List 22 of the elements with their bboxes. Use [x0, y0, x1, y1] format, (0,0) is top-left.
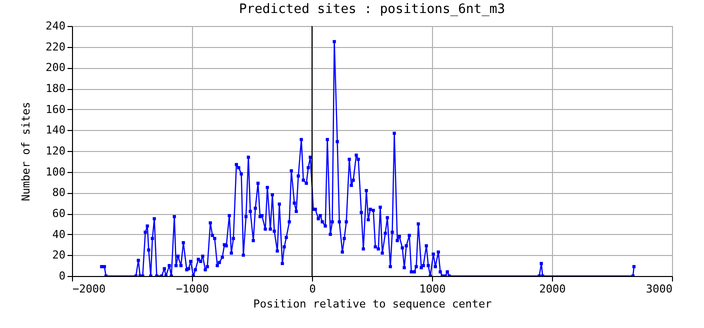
x-tick-label: 0	[309, 282, 316, 296]
x-tick-label: 1000	[419, 282, 446, 296]
y-tick-label: 40	[52, 228, 66, 241]
y-tick-label: 140	[46, 124, 66, 137]
y-tick-label: 60	[52, 207, 66, 220]
y-tick-label: 20	[52, 248, 66, 262]
x-tick-label: 2000	[539, 282, 566, 296]
y-tick-label: 160	[46, 102, 66, 116]
x-tick-label: −1000	[176, 282, 210, 296]
x-axis-title: Position relative to sequence center	[253, 298, 492, 310]
x-tick-label: 3000	[646, 282, 672, 296]
y-tick-label: 200	[46, 61, 66, 74]
y-tick-label: 0	[58, 270, 66, 282]
y-tick-label: 120	[46, 144, 66, 158]
x-tick-label: −2000	[72, 282, 106, 296]
y-tick-label: 100	[46, 165, 66, 178]
chart-title: Predicted sites : positions_6nt_m3	[238, 2, 506, 17]
y-tick-label: 80	[52, 186, 66, 200]
y-axis-title: Number of sites	[20, 102, 33, 202]
y-tick-label: 240	[46, 20, 66, 32]
y-tick-label: 220	[46, 40, 66, 54]
y-tick-label: 180	[46, 82, 66, 95]
